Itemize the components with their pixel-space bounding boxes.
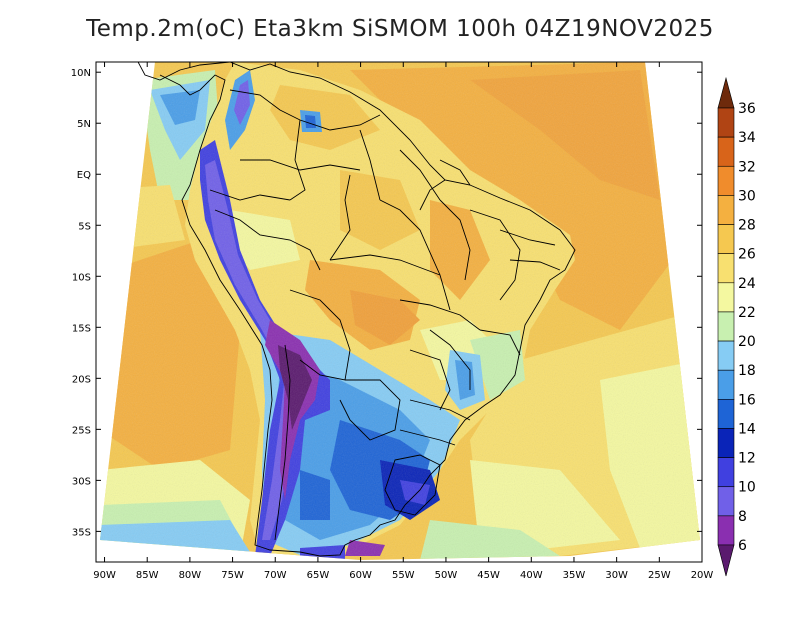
colorbar-label: 12 <box>738 451 756 467</box>
colorbar-label: 24 <box>738 276 756 292</box>
lon-tick-label: 30W <box>605 570 628 581</box>
lon-tick-label: 70W <box>264 570 287 581</box>
lat-tick-label: 35S <box>72 527 91 538</box>
colorbar-label: 10 <box>738 480 756 496</box>
lon-tick-label: 75W <box>221 570 244 581</box>
lat-tick-label: 5N <box>77 119 91 130</box>
colorbar-swatch <box>717 515 735 546</box>
map-title: Temp.2m(oC) Eta3km SiSMOM 100h 04Z19NOV2… <box>86 16 714 42</box>
lon-tick-label: 45W <box>477 570 500 581</box>
lon-tick-label: 35W <box>563 570 586 581</box>
colorbar: 36 34 32 30 28 26 24 22 20 18 16 14 12 10 8 6 <box>717 76 756 577</box>
colorbar-swatch <box>717 253 735 284</box>
colorbar-swatch <box>717 486 735 517</box>
plot-frame <box>95 61 703 563</box>
colorbar-swatch <box>717 369 735 400</box>
colorbar-label: 22 <box>738 305 756 321</box>
colorbar-label: 20 <box>738 334 756 350</box>
colorbar-max-triangle <box>717 76 735 109</box>
colorbar-label: 18 <box>738 363 756 379</box>
lon-tick-label: 65W <box>307 570 330 581</box>
lon-tick-label: 60W <box>349 570 372 581</box>
colorbar-label: 6 <box>738 538 747 554</box>
colorbar-label: 28 <box>738 218 756 234</box>
colorbar-label: 32 <box>738 159 756 175</box>
colorbar-swatch <box>717 311 735 342</box>
colorbar-label: 30 <box>738 188 756 204</box>
lon-tick-label: 85W <box>136 570 159 581</box>
colorbar-swatch <box>717 107 735 138</box>
lon-tick-label: 90W <box>93 570 116 581</box>
colorbar-label: 26 <box>738 247 756 263</box>
colorbar-min-triangle <box>717 544 735 577</box>
colorbar-swatch <box>717 136 735 167</box>
lat-tick-label: EQ <box>77 170 91 181</box>
temperature-field <box>100 62 700 560</box>
colorbar-swatch <box>717 340 735 371</box>
lat-tick-label: 25S <box>72 425 91 436</box>
colorbar-swatch <box>717 195 735 225</box>
lon-tick-label: 40W <box>520 570 543 581</box>
lon-tick-label: 50W <box>435 570 458 581</box>
lon-tick-label: 55W <box>392 570 415 581</box>
colorbar-label: 16 <box>738 392 756 408</box>
colorbar-swatch <box>717 399 735 429</box>
colorbar-swatch <box>717 224 735 254</box>
borders-layer <box>137 62 576 557</box>
colorbar-label: 8 <box>738 509 747 525</box>
lon-tick-label: 25W <box>648 570 671 581</box>
lon-tick-label: 20W <box>691 570 714 581</box>
lat-tick-label: 10S <box>72 272 91 283</box>
colorbar-swatch <box>717 165 735 196</box>
lat-tick-label: 15S <box>72 323 91 334</box>
colorbar-label: 36 <box>738 101 756 117</box>
colorbar-label: 34 <box>738 130 756 146</box>
lat-tick-label: 20S <box>72 374 91 385</box>
colorbar-label: 14 <box>738 421 756 437</box>
lat-tick-label: 10N <box>71 68 91 79</box>
colorbar-swatch <box>717 428 735 458</box>
longitude-axis: 90W 85W 80W 75W 70W 65W 60W 55W 50W 45W 40W 35W 30W 2… <box>93 62 713 581</box>
colorbar-swatch <box>717 457 735 488</box>
lon-tick-label: 80W <box>179 570 202 581</box>
lat-tick-label: 30S <box>72 476 91 487</box>
lat-tick-label: 5S <box>78 221 91 232</box>
colorbar-swatch <box>717 282 735 313</box>
latitude-axis: 10N 5N EQ 5S 10S 15S 20S 25S 30S 35S <box>71 68 702 538</box>
